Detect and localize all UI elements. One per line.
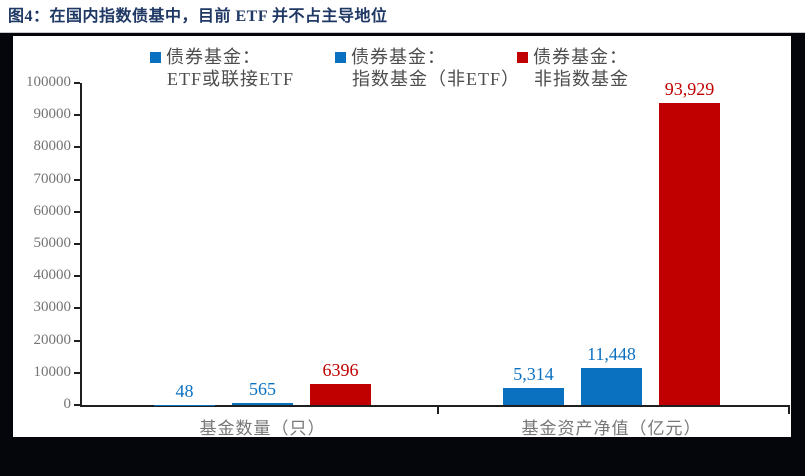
y-axis-tick-label: 50000 bbox=[33, 235, 72, 251]
y-axis-tick-label: 0 bbox=[63, 396, 72, 412]
legend-series-label: 债券基金： bbox=[166, 47, 261, 67]
legend-series-label: 债券基金： bbox=[351, 47, 446, 67]
x-axis-category-label: 基金数量（只） bbox=[199, 419, 326, 438]
bar-series1-group2 bbox=[503, 387, 564, 405]
y-axis-tick bbox=[74, 307, 80, 310]
y-axis-tick bbox=[74, 82, 80, 84]
y-axis-tick-label: 10000 bbox=[33, 363, 72, 380]
frame-top-divider bbox=[0, 32, 805, 33]
legend-line1: 债券基金： bbox=[517, 46, 629, 68]
y-axis-tick-label: 20000 bbox=[33, 331, 72, 348]
y-axis-tick-label: 30000 bbox=[33, 299, 72, 316]
bar-value-label: 11,448 bbox=[587, 344, 636, 365]
y-axis-tick bbox=[74, 210, 80, 213]
legend-item: 债券基金： 指数基金（非ETF） bbox=[335, 46, 520, 90]
bar-series3-group2 bbox=[659, 102, 720, 405]
bar-series2-group1 bbox=[232, 403, 293, 405]
chart-area: 债券基金： ETF或联接ETF 债券基金： 指数基金（非ETF） 债券基金： 非指数基金 … bbox=[13, 36, 791, 438]
bar-value-label: 48 bbox=[175, 380, 194, 401]
x-axis-category-label: 基金资产净值（亿元） bbox=[521, 419, 702, 438]
legend-marker-icon bbox=[150, 52, 161, 63]
y-axis-tick bbox=[74, 243, 80, 245]
legend-series-sublabel: 指数基金（非ETF） bbox=[352, 69, 521, 89]
y-axis-tick bbox=[74, 339, 80, 342]
y-axis-tick bbox=[74, 146, 80, 149]
y-axis-tick bbox=[74, 404, 80, 406]
bar-series3-group1 bbox=[310, 384, 371, 405]
bar-value-label: 565 bbox=[249, 379, 276, 400]
y-axis-tick-label: 70000 bbox=[33, 170, 72, 187]
legend-marker-icon bbox=[335, 52, 346, 63]
y-axis-tick-label: 80000 bbox=[33, 138, 72, 155]
bar-value-label: 93,929 bbox=[664, 78, 715, 99]
y-axis-tick-label: 60000 bbox=[33, 202, 72, 219]
x-axis-tick bbox=[788, 405, 790, 414]
legend-item: 债券基金： 非指数基金 bbox=[517, 46, 629, 90]
y-axis-line bbox=[80, 83, 82, 407]
y-axis-tick bbox=[74, 178, 80, 181]
legend: 债券基金： ETF或联接ETF 债券基金： 指数基金（非ETF） 债券基金： 非指数基金 bbox=[13, 46, 791, 102]
x-axis-line bbox=[80, 405, 789, 407]
chart-frame: 债券基金： ETF或联接ETF 债券基金： 指数基金（非ETF） 债券基金： 非指数基金 … bbox=[0, 32, 805, 476]
figure-title: 图4：在国内指数债基中，目前 ETF 并不占主导地位 bbox=[8, 8, 388, 25]
y-axis-tick bbox=[74, 371, 80, 374]
y-axis-tick-label: 100000 bbox=[26, 74, 71, 90]
bar-series2-group2 bbox=[581, 368, 642, 405]
y-axis-tick bbox=[74, 275, 80, 278]
legend-marker-icon bbox=[517, 52, 528, 63]
legend-item: 债券基金： ETF或联接ETF bbox=[150, 46, 294, 90]
bar-value-label: 6396 bbox=[322, 360, 359, 381]
legend-line1: 债券基金： bbox=[150, 46, 294, 68]
legend-line1: 债券基金： bbox=[335, 46, 520, 68]
plot-area: 48 565 6396 基金数量（只） 5,314 11,448 93,929 基金资产净值（… bbox=[80, 79, 788, 438]
y-axis-tick-label: 90000 bbox=[33, 106, 72, 123]
bar-value-label: 5,314 bbox=[513, 363, 554, 384]
y-axis-tick-label: 40000 bbox=[33, 267, 72, 284]
legend-series-label: 债券基金： bbox=[533, 47, 628, 67]
x-axis-tick bbox=[437, 405, 439, 414]
legend-series-sublabel: 非指数基金 bbox=[534, 69, 629, 89]
y-axis-tick bbox=[74, 114, 80, 117]
legend-series-sublabel: ETF或联接ETF bbox=[167, 69, 295, 89]
